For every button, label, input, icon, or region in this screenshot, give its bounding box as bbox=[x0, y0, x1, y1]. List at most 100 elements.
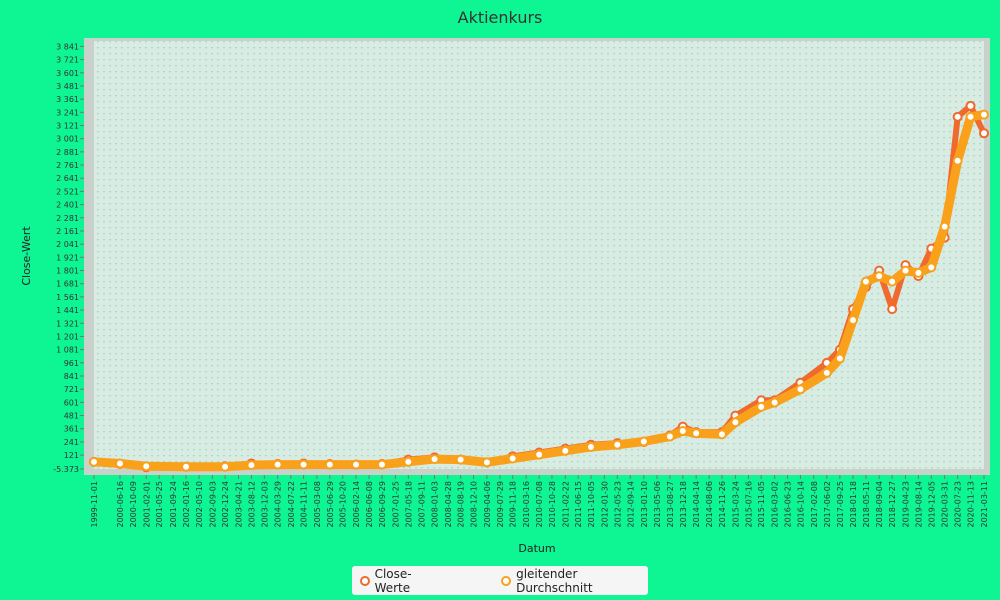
data-point-1 bbox=[585, 441, 596, 452]
y-tick-label: 2 761 bbox=[56, 161, 79, 170]
data-point-0 bbox=[965, 100, 976, 111]
y-axis: -5.373 121 241 361 481 601 721 841 961 1 081 1 201… bbox=[53, 42, 84, 474]
y-tick-label: 1 921 bbox=[56, 253, 79, 262]
x-tick-label: 2020-03-31 bbox=[941, 481, 950, 528]
x-tick-label: 2002-09-03 bbox=[208, 481, 217, 528]
y-tick-label: 3 481 bbox=[56, 82, 79, 91]
y-tick-label: 241 bbox=[64, 438, 79, 447]
x-tick-label: 2008-01-03 bbox=[431, 481, 440, 528]
y-tick-label: 2 521 bbox=[56, 187, 79, 196]
y-tick-label: 2 641 bbox=[56, 174, 79, 183]
data-point-1 bbox=[560, 445, 571, 456]
y-tick-label: 3 121 bbox=[56, 121, 79, 130]
data-point-1 bbox=[821, 367, 832, 378]
x-tick-label: 2013-12-18 bbox=[679, 481, 688, 528]
data-point-1 bbox=[900, 265, 911, 276]
legend-item-close[interactable]: Close-Werte bbox=[360, 567, 441, 595]
y-tick-label: 361 bbox=[64, 425, 79, 434]
x-tick-label: 2018-09-04 bbox=[875, 481, 884, 528]
x-tick-label: 2016-06-23 bbox=[784, 481, 793, 528]
y-tick-label: 121 bbox=[64, 451, 79, 460]
x-tick-label: 2012-09-14 bbox=[626, 481, 635, 528]
x-tick-label: 2004-07-22 bbox=[287, 481, 296, 528]
y-tick-label: 2 401 bbox=[56, 201, 79, 210]
y-tick-label: 481 bbox=[64, 412, 79, 421]
data-point-1 bbox=[979, 109, 989, 120]
plot-inner bbox=[94, 41, 984, 469]
x-tick-label: 2001-09-24 bbox=[169, 481, 178, 528]
x-tick-label: 2013-01-10 bbox=[640, 481, 649, 528]
x-tick-label: 2006-09-29 bbox=[378, 481, 387, 528]
series-layer bbox=[89, 100, 989, 473]
data-point-1 bbox=[677, 426, 688, 437]
y-tick-label: 3 001 bbox=[56, 135, 79, 144]
y-tick-label: 3 721 bbox=[56, 56, 79, 65]
x-tick-label: 2010-10-28 bbox=[548, 481, 557, 528]
data-point-1 bbox=[429, 454, 440, 465]
data-point-1 bbox=[638, 436, 649, 447]
x-tick-label: 2017-02-08 bbox=[810, 481, 819, 528]
x-tick-label: 2017-09-25 bbox=[836, 481, 845, 528]
x-tick-label: 2002-12-24 bbox=[221, 481, 230, 528]
x-tick-label: 2008-08-19 bbox=[457, 481, 466, 528]
y-tick-label: 1 561 bbox=[56, 293, 79, 302]
x-tick-label: 2016-03-02 bbox=[771, 481, 780, 528]
x-tick-label: 2013-08-27 bbox=[666, 481, 675, 528]
y-tick-label: 1 441 bbox=[56, 306, 79, 315]
x-tick-label: 2002-05-10 bbox=[195, 481, 204, 528]
data-point-1 bbox=[664, 431, 675, 442]
x-tick-label: 2018-05-11 bbox=[862, 481, 871, 528]
x-tick-label: 2003-04-21 bbox=[235, 481, 244, 528]
data-point-1 bbox=[455, 454, 466, 465]
chart-title: Aktienkurs bbox=[458, 8, 543, 27]
data-point-1 bbox=[272, 459, 283, 470]
x-tick-label: 2015-07-16 bbox=[744, 481, 753, 528]
x-tick-label: 2021-03-11 bbox=[980, 481, 989, 528]
x-tick-label: 2014-04-14 bbox=[692, 481, 701, 528]
x-tick-label: 2015-11-05 bbox=[757, 481, 766, 528]
x-tick-label: 2007-09-11 bbox=[418, 481, 427, 528]
x-tick-label: 2010-03-16 bbox=[522, 481, 531, 528]
data-point-1 bbox=[89, 456, 99, 467]
data-point-1 bbox=[115, 458, 126, 469]
x-tick-label: 2007-05-18 bbox=[404, 481, 413, 528]
data-point-1 bbox=[887, 276, 898, 287]
y-tick-label: 2 041 bbox=[56, 240, 79, 249]
data-point-1 bbox=[874, 271, 885, 282]
data-point-1 bbox=[716, 429, 727, 440]
x-tick-label: 2009-11-18 bbox=[509, 481, 518, 528]
y-tick-label: 3 361 bbox=[56, 95, 79, 104]
x-tick-label: 2019-12-05 bbox=[927, 481, 936, 528]
x-tick-label: 2012-01-30 bbox=[600, 481, 609, 528]
data-point-0 bbox=[952, 111, 963, 122]
x-axis-label: Datum bbox=[518, 542, 555, 555]
x-tick-label: 2020-11-13 bbox=[967, 481, 976, 528]
x-tick-label: 2001-05-25 bbox=[155, 481, 164, 528]
data-point-1 bbox=[403, 456, 414, 467]
x-tick-label: 2014-08-06 bbox=[705, 481, 714, 528]
x-tick-label: 2013-05-06 bbox=[653, 481, 662, 528]
legend-item-moving-average[interactable]: gleitender Durchschnitt bbox=[501, 567, 648, 595]
y-tick-label: 1 201 bbox=[56, 332, 79, 341]
x-tick-label: 2001-02-01 bbox=[142, 481, 151, 528]
x-tick-label: 2019-04-23 bbox=[902, 481, 911, 528]
x-tick-label: 2002-01-16 bbox=[182, 481, 191, 528]
x-tick-label: 2019-08-14 bbox=[914, 481, 923, 528]
x-tick-label: 2014-11-26 bbox=[718, 481, 727, 528]
data-point-1 bbox=[246, 460, 257, 471]
data-point-0 bbox=[979, 128, 989, 139]
x-tick-label: 2010-07-08 bbox=[535, 481, 544, 528]
y-tick-label: 1 681 bbox=[56, 280, 79, 289]
legend-label-close: Close-Werte bbox=[374, 566, 412, 595]
x-axis: 1999-11-01 2000-06-16 2000-10-09 2001-02-01… bbox=[90, 475, 989, 528]
data-point-1 bbox=[181, 461, 192, 472]
x-tick-label: 2006-06-08 bbox=[365, 481, 374, 528]
y-tick-label: 2 881 bbox=[56, 148, 79, 157]
legend-marker-close-icon bbox=[360, 575, 370, 586]
x-tick-label: 2005-06-29 bbox=[326, 481, 335, 528]
x-tick-label: 2016-10-14 bbox=[796, 481, 805, 528]
data-point-1 bbox=[860, 276, 871, 287]
x-tick-label: 2008-04-28 bbox=[444, 481, 453, 528]
data-point-1 bbox=[952, 155, 963, 166]
